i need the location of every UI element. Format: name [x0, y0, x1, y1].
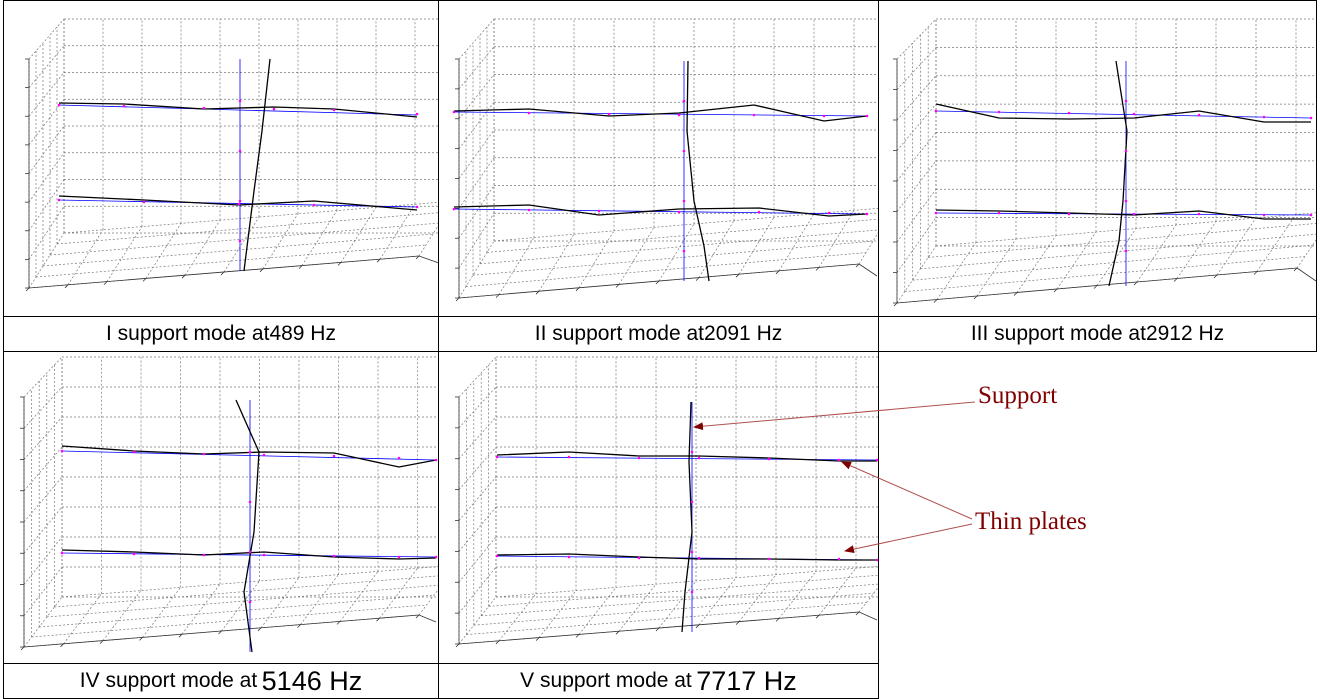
mode-shape-3	[934, 60, 1313, 287]
mode-shape-4	[60, 399, 438, 653]
mode-shape-2	[452, 60, 869, 282]
mode-plot-2	[439, 1, 878, 316]
caption-2: II support mode at 2091 Hz	[534, 322, 783, 345]
caption-4: IV support mode at 5146 Hz	[79, 665, 363, 696]
mode-3-svg	[893, 18, 1316, 307]
caption-3: III support mode at 2912 Hz	[970, 322, 1225, 345]
caption-1: I support mode at 489 Hz	[106, 322, 336, 345]
mode-plot-3	[879, 1, 1316, 316]
mode-4-svg	[20, 356, 438, 653]
thin-plates-label: Thin plates	[975, 508, 1087, 535]
caption-5: V support mode at 7717 Hz	[520, 665, 797, 696]
mode-plot-5	[439, 352, 878, 663]
mode-shape-5	[495, 401, 878, 633]
axes-box-1	[25, 18, 438, 292]
mode-2-svg	[452, 18, 878, 302]
mode-1-svg	[25, 18, 438, 292]
support-label: Support	[978, 382, 1058, 409]
axes-box-5	[455, 356, 878, 648]
axes-box-4	[20, 356, 438, 651]
axes-box-2	[455, 18, 878, 302]
mode-5-svg	[455, 356, 878, 648]
mode-shape-1	[57, 58, 419, 272]
mode-plot-4	[4, 352, 438, 663]
axes-box-3	[893, 18, 1316, 307]
mode-plot-1	[4, 1, 438, 316]
